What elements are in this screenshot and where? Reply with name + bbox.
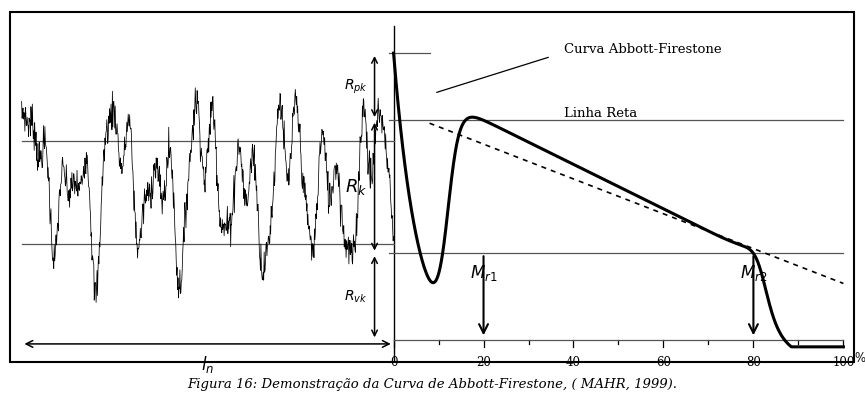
- Text: $R_k$: $R_k$: [345, 177, 368, 197]
- Text: $R_{pk}$: $R_{pk}$: [344, 77, 368, 96]
- Text: $M_{r2}$: $M_{r2}$: [740, 263, 767, 283]
- Text: 60: 60: [656, 356, 671, 369]
- FancyBboxPatch shape: [10, 12, 854, 362]
- Text: 80: 80: [746, 356, 761, 369]
- Text: 0: 0: [390, 356, 397, 369]
- Text: %: %: [855, 352, 865, 365]
- Text: Linha Reta: Linha Reta: [565, 107, 638, 120]
- Text: 20: 20: [476, 356, 491, 369]
- Text: 40: 40: [566, 356, 581, 369]
- Text: $R_{vk}$: $R_{vk}$: [344, 289, 368, 305]
- Text: $M_{r1}$: $M_{r1}$: [470, 263, 497, 283]
- Text: 100: 100: [832, 356, 855, 369]
- Text: $l_n$: $l_n$: [201, 354, 215, 375]
- Text: Figura 16: Demonstração da Curva de Abbott-Firestone, ( MAHR, 1999).: Figura 16: Demonstração da Curva de Abbo…: [188, 378, 677, 391]
- Text: Curva Abbott-Firestone: Curva Abbott-Firestone: [565, 43, 722, 56]
